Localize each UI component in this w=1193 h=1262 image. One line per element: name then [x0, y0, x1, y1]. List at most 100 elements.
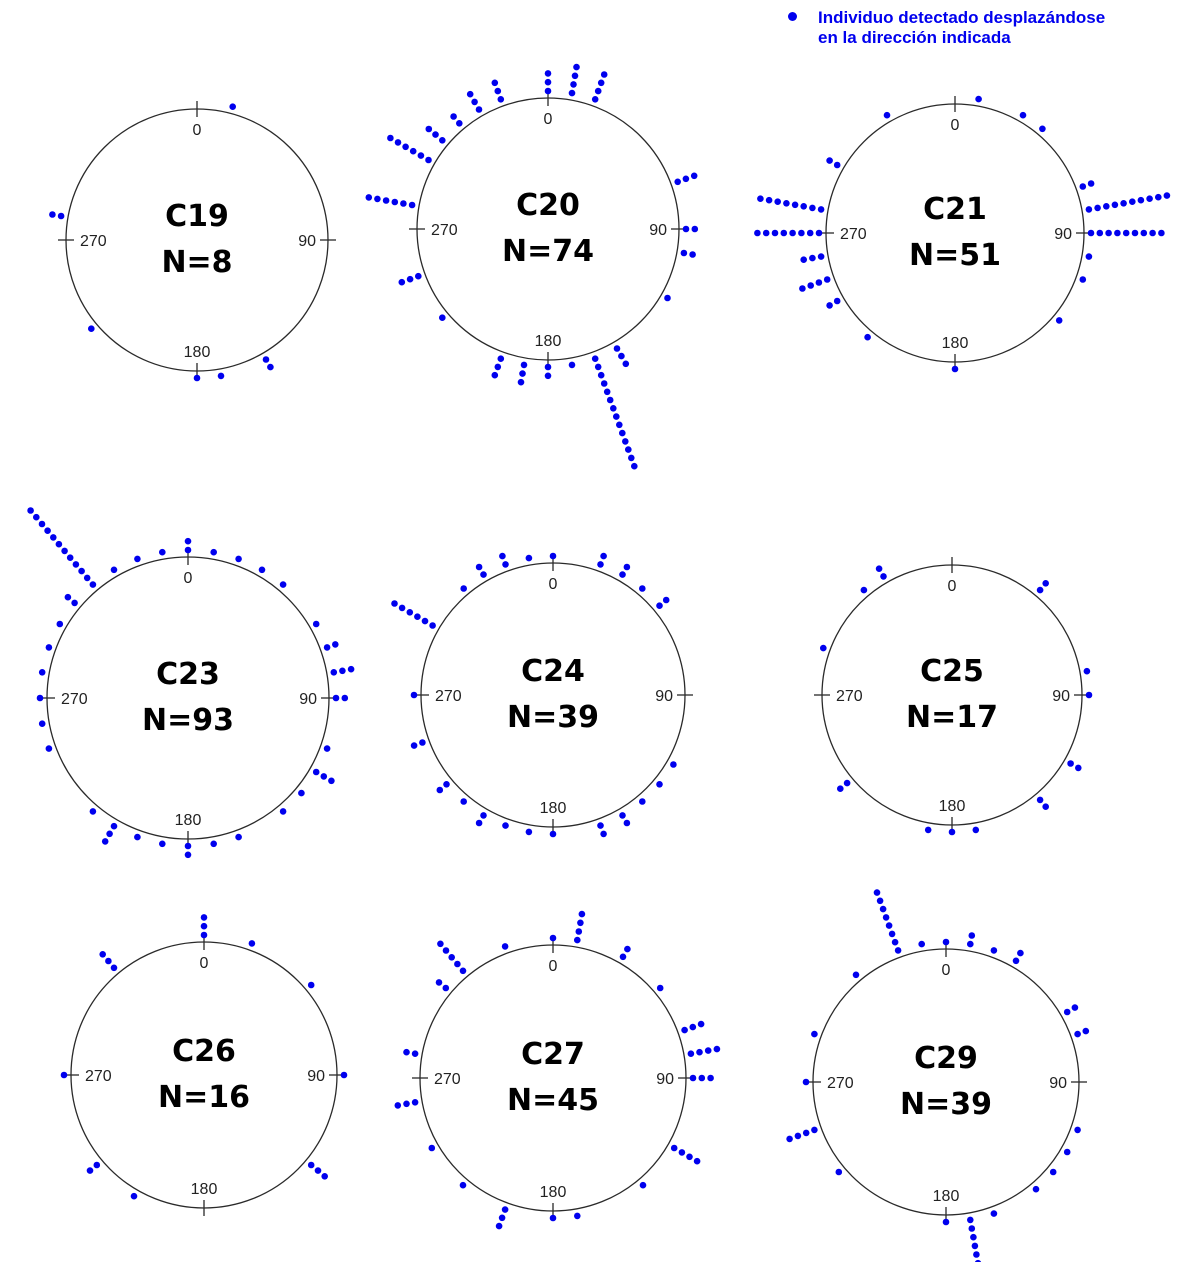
observation-dot	[459, 1181, 467, 1189]
observation-dot	[568, 361, 576, 369]
observation-dot	[623, 563, 631, 571]
observation-dot	[707, 1074, 714, 1082]
observation-dot	[968, 1225, 976, 1232]
observation-dot	[826, 302, 833, 309]
observation-dot	[517, 378, 525, 386]
observation-dot	[800, 256, 807, 264]
observation-dot	[622, 360, 630, 368]
degree-label-0: 0	[951, 117, 960, 134]
observation-dot	[656, 602, 663, 609]
observation-dot	[442, 984, 450, 992]
observation-dot	[967, 940, 974, 948]
observation-dot	[323, 745, 331, 752]
observation-dot	[501, 1206, 509, 1213]
observation-dot	[1105, 229, 1112, 237]
observation-dot	[279, 581, 287, 588]
observation-dot	[967, 1216, 974, 1224]
observation-dot	[789, 229, 796, 237]
observation-dot	[391, 600, 398, 607]
observation-dot	[973, 1251, 980, 1258]
observation-dot	[411, 1099, 419, 1106]
observation-dot	[110, 822, 118, 830]
observation-dot	[410, 691, 418, 699]
observation-dot	[36, 694, 44, 702]
observation-dot	[619, 812, 626, 819]
observation-dot	[689, 1023, 697, 1031]
observation-dot	[888, 930, 896, 938]
observation-dot	[429, 622, 436, 629]
observation-dot	[806, 229, 814, 237]
observation-dot	[1114, 229, 1121, 237]
observation-dot	[594, 363, 602, 371]
observation-dot	[674, 178, 681, 186]
observation-dot	[894, 947, 902, 954]
observation-dot	[815, 279, 823, 286]
observation-dot	[575, 928, 583, 935]
observation-dot	[66, 554, 74, 561]
observation-dot	[419, 739, 426, 746]
observation-dot	[774, 198, 781, 205]
observation-dot	[794, 1132, 802, 1140]
observation-dot	[520, 361, 528, 369]
observation-dot	[382, 197, 390, 204]
observation-dot	[1036, 586, 1044, 594]
observation-dot	[71, 599, 78, 607]
rose-c23: 0 90 180 270 C23 N=93	[27, 507, 355, 859]
observation-dot	[875, 565, 883, 572]
observation-dot	[519, 370, 526, 377]
degree-label-270: 270	[840, 226, 867, 243]
observation-dot	[549, 552, 557, 560]
observation-dot	[86, 1167, 94, 1174]
observation-dot	[1067, 760, 1074, 767]
observation-dot	[628, 454, 635, 462]
degree-label-90: 90	[655, 688, 673, 705]
observation-dot	[106, 830, 113, 838]
observation-dot	[1049, 1168, 1057, 1176]
observation-dot	[754, 229, 761, 237]
rose-c25: 0 90 180 270 C25 N=17	[814, 557, 1093, 836]
observation-dot	[837, 785, 844, 792]
degree-label-270: 270	[435, 688, 462, 705]
observation-dot	[200, 922, 208, 930]
observation-dot	[459, 967, 467, 975]
observation-dot	[656, 781, 663, 788]
rose-c19: 0 90 180 270 C19 N=8	[49, 101, 336, 382]
observation-dot	[130, 1192, 138, 1200]
observation-dot	[312, 768, 320, 776]
observation-dot	[229, 103, 236, 110]
observation-dot	[494, 363, 502, 371]
observation-dot	[802, 1129, 810, 1137]
observation-dot	[134, 555, 141, 563]
observation-dot	[439, 314, 446, 322]
observation-dot	[1074, 1030, 1081, 1038]
observation-dot	[990, 1210, 998, 1217]
degree-label-180: 180	[540, 800, 567, 817]
observation-dot	[394, 1102, 402, 1109]
observation-dot	[573, 63, 580, 71]
observation-dot	[88, 325, 95, 333]
observation-dot	[873, 889, 881, 896]
observation-dot	[578, 910, 586, 918]
observation-dot	[498, 1214, 506, 1222]
observation-dot	[365, 194, 373, 201]
observation-dot	[771, 229, 779, 237]
observation-dot	[402, 143, 409, 151]
rose-n-label: N=45	[507, 1083, 599, 1118]
observation-dot	[603, 388, 611, 396]
observation-dot	[600, 380, 608, 387]
degree-label-90: 90	[656, 1071, 674, 1088]
observation-dot	[406, 275, 414, 283]
observation-dot	[443, 781, 450, 788]
degree-label-180: 180	[939, 798, 966, 815]
observation-dot	[864, 333, 871, 341]
observation-dot	[44, 527, 51, 534]
observation-dot	[1063, 1008, 1071, 1016]
observation-dot	[61, 547, 68, 555]
observation-dot	[184, 537, 192, 545]
observation-dot	[1163, 192, 1171, 199]
degree-label-0: 0	[942, 962, 951, 979]
observation-dot	[600, 830, 607, 838]
observation-dot	[403, 1048, 410, 1056]
observation-dot	[1071, 1004, 1079, 1011]
